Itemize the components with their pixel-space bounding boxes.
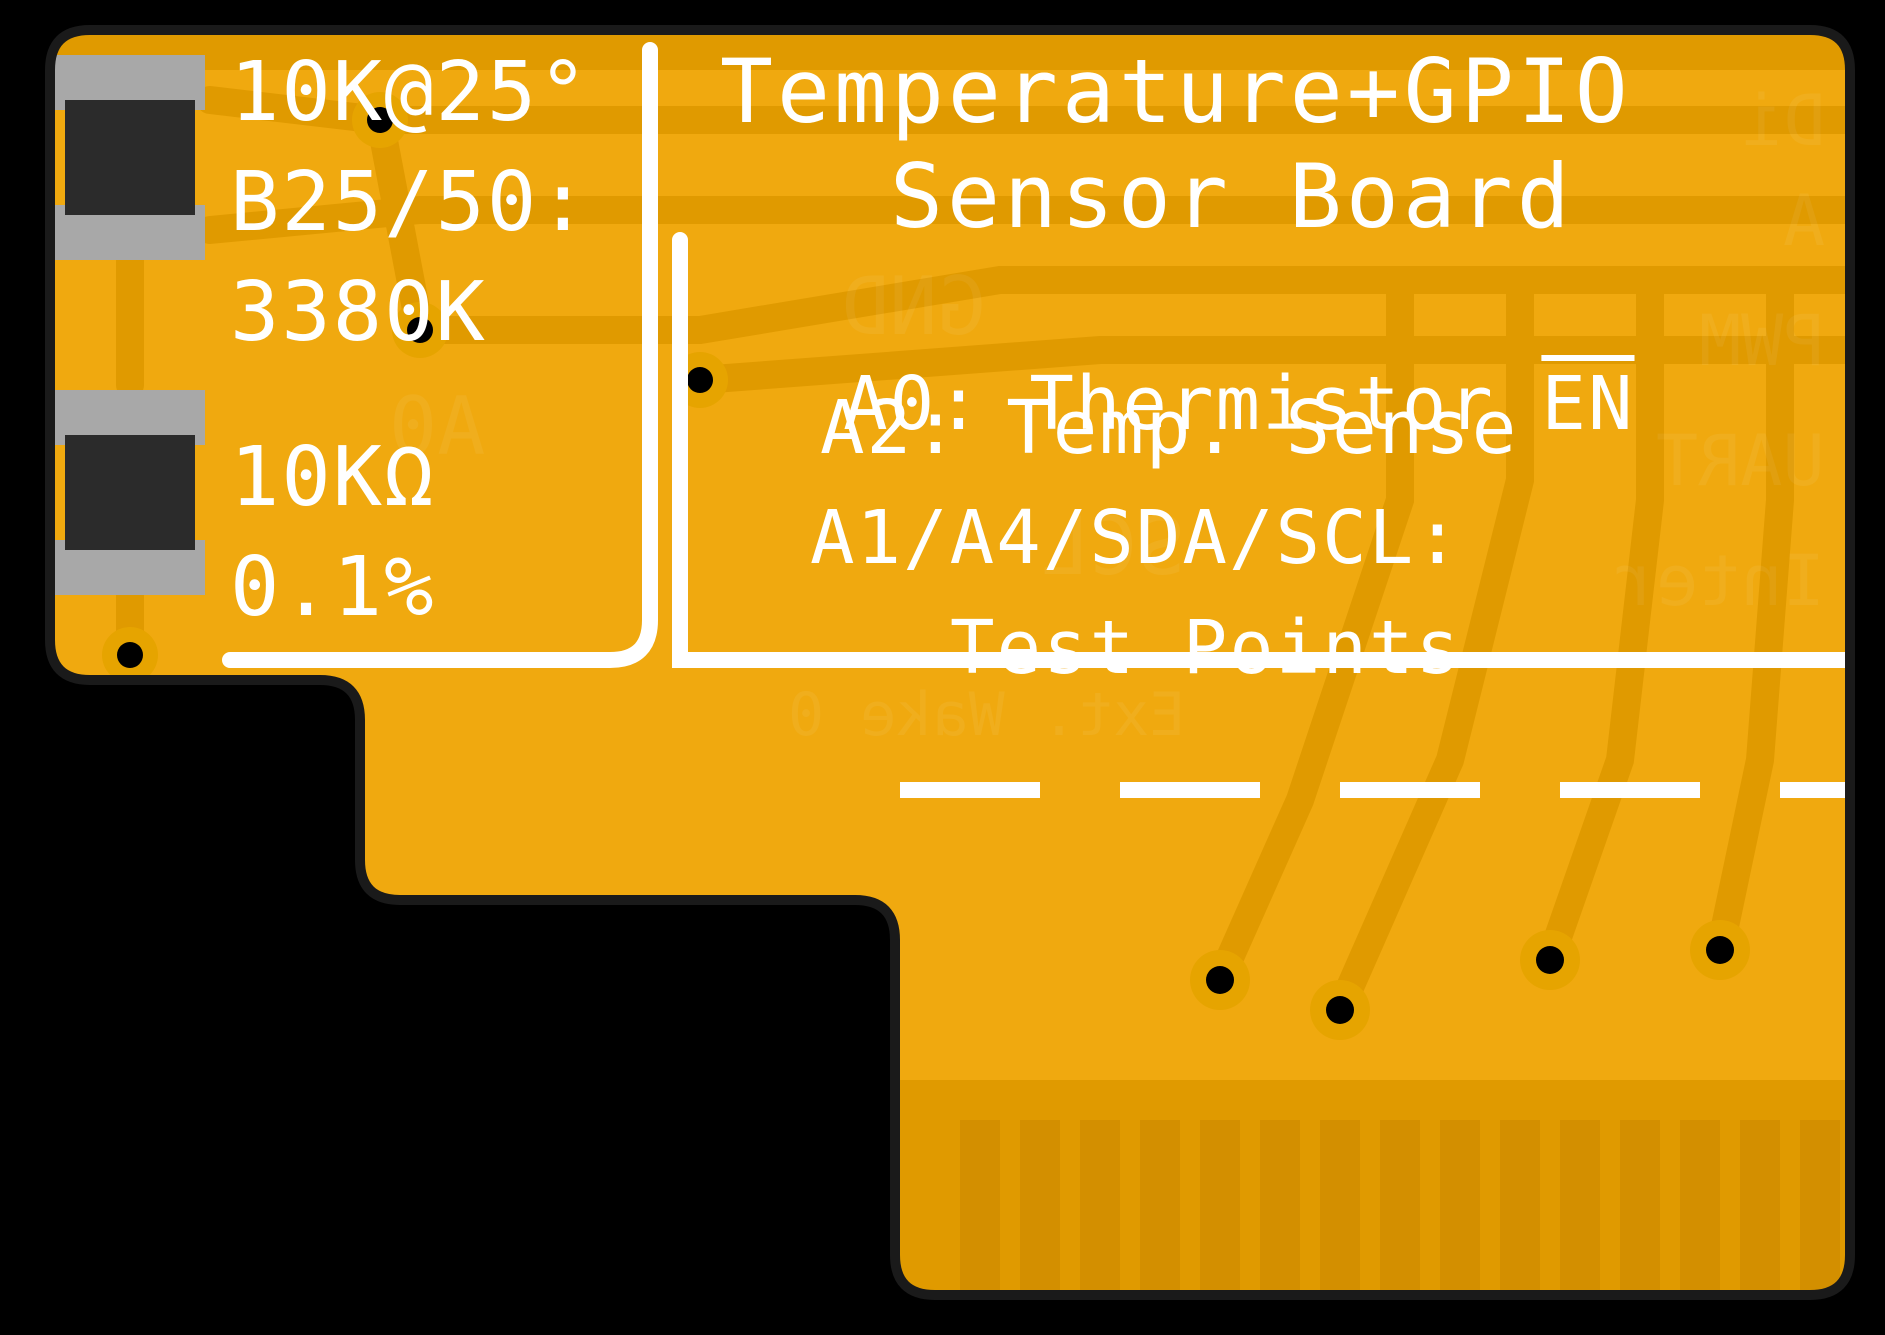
spec-line-1: 10K@25° bbox=[230, 45, 590, 140]
ghost-text: A bbox=[1783, 180, 1825, 262]
ghost-text: Di bbox=[1741, 80, 1825, 162]
board-title-2: Sensor Board bbox=[890, 145, 1574, 248]
component-r2 bbox=[55, 390, 205, 595]
pin-a1: A1/A4/SDA/SCL: bbox=[810, 495, 1462, 581]
ghost-text: UART bbox=[1656, 420, 1825, 502]
spec-line-3: 3380K bbox=[230, 265, 487, 360]
ghost-text: PWM bbox=[1699, 300, 1825, 382]
pcb-render: Di A PWM UART Inter A0 GND SCL Ext. Wake… bbox=[0, 0, 1885, 1335]
pin-a2: A2: Temp. Sense bbox=[820, 385, 1518, 471]
board-title-1: Temperature+GPIO bbox=[720, 40, 1632, 143]
pin-tp: Test Points bbox=[950, 605, 1462, 691]
spec-line-5: 0.1% bbox=[230, 540, 435, 635]
spec-line-2: B25/50: bbox=[230, 155, 590, 250]
component-r1 bbox=[55, 55, 205, 260]
ghost-text: Inter bbox=[1614, 540, 1825, 622]
pin-a0-en: EN bbox=[1541, 361, 1634, 447]
spec-line-4: 10KΩ bbox=[230, 430, 435, 525]
